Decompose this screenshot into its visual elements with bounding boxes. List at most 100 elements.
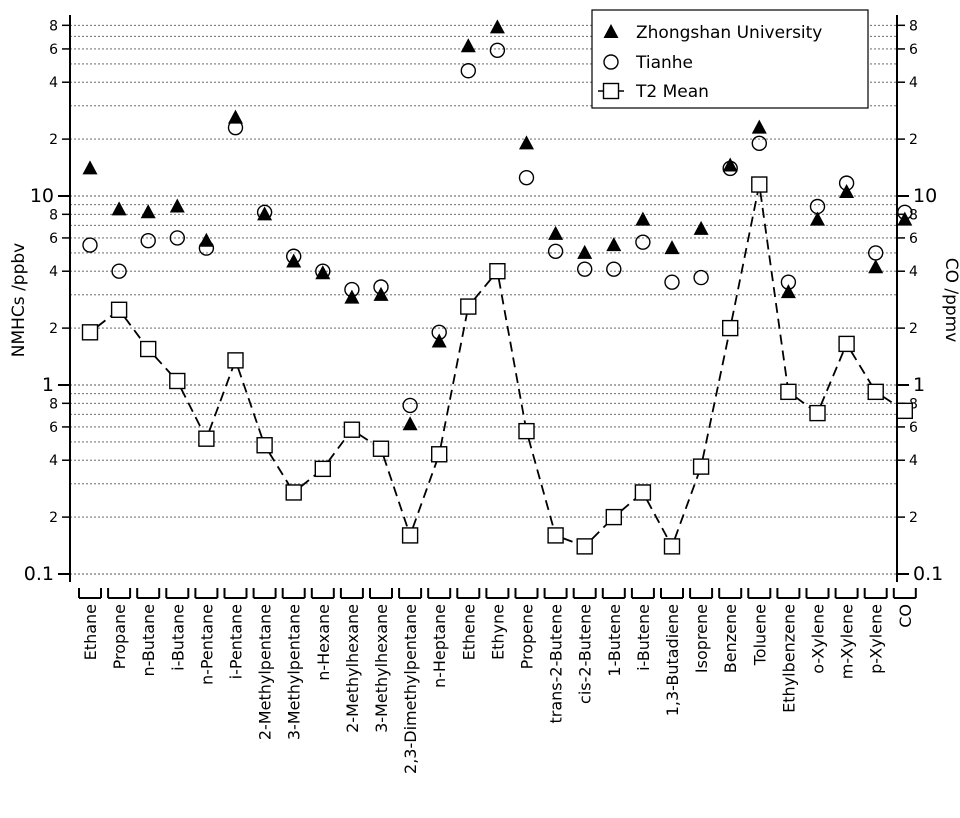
t2-mean-segment — [180, 388, 204, 432]
zhongshan-triangle-marker — [606, 237, 622, 252]
left-minor-tick-label: 4 — [49, 75, 58, 91]
t2-mean-segment — [795, 396, 811, 409]
zhongshan-triangle-marker — [257, 206, 273, 221]
legend-label: T2 Mean — [635, 82, 709, 102]
right-minor-tick-label: 4 — [909, 75, 918, 91]
t2-mean-square-marker — [547, 527, 564, 544]
right-minor-tick-label: 4 — [909, 264, 918, 280]
t2-mean-square-marker — [460, 298, 477, 315]
tianhe-circle-marker — [140, 233, 156, 249]
right-minor-tick-label: 2 — [909, 132, 918, 148]
category-label: p-Xylene — [867, 604, 886, 674]
tianhe-circle-marker — [460, 63, 476, 79]
tianhe-circle-marker — [606, 261, 622, 277]
category-label: Isoprene — [692, 604, 711, 673]
t2-mean-segment — [527, 438, 555, 529]
zhongshan-triangle-marker — [751, 119, 767, 134]
zhongshan-triangle-marker — [198, 232, 214, 247]
t2-mean-square-marker — [576, 538, 593, 555]
t2-mean-segment — [562, 537, 578, 545]
data-markers — [81, 19, 913, 555]
right-minor-tick-label: 2 — [909, 321, 918, 337]
t2-mean-segment — [497, 278, 527, 424]
axes — [69, 15, 898, 582]
zhongshan-triangle-marker — [635, 211, 651, 226]
t2-mean-square-marker — [314, 460, 331, 478]
tianhe-circle-marker — [82, 237, 98, 253]
category-label: Ethylbenzene — [779, 604, 798, 713]
legend-label: Tianhe — [635, 53, 693, 73]
left-major-tick-label: 10 — [30, 185, 54, 207]
zhongshan-triangle-marker — [519, 135, 534, 150]
t2-mean-square-marker — [169, 372, 186, 390]
y-axis-title: NMHCs /ppbv — [9, 243, 29, 357]
legend-t2-marker — [602, 82, 620, 100]
t2-mean-square-marker — [198, 430, 215, 447]
right-minor-tick-label: 8 — [909, 396, 918, 412]
t2-mean-segment — [382, 455, 409, 529]
tianhe-circle-marker — [547, 243, 564, 259]
left-minor-tick-label: 2 — [49, 510, 58, 526]
legend: Zhongshan University Tianhe T2 Mean — [591, 9, 869, 109]
legend-label: Zhongshan University — [636, 23, 822, 43]
category-label: 3-Methylhexane — [372, 604, 391, 733]
t2-mean-square-marker — [838, 335, 855, 353]
t2-mean-segment — [646, 499, 669, 540]
t2-mean-square-marker — [722, 319, 739, 337]
zhongshan-triangle-marker — [722, 157, 738, 172]
zhongshan-triangle-marker — [868, 259, 884, 274]
t2-mean-segment — [439, 313, 468, 447]
category-label: Propane — [110, 604, 129, 669]
t2-mean-segment — [620, 498, 636, 512]
right-major-tick-label: 10 — [913, 185, 937, 207]
zhongshan-triangle-marker — [228, 109, 243, 124]
category-label: n-Butane — [139, 604, 158, 677]
category-label: n-Heptane — [430, 604, 449, 688]
tianhe-circle-marker — [664, 274, 680, 290]
right-major-tick-label: 1 — [913, 374, 925, 396]
zhongshan-triangle-marker — [780, 284, 796, 299]
t2-mean-square-marker — [809, 404, 826, 422]
left-minor-tick-label: 4 — [49, 453, 58, 469]
t2-mean-square-marker — [285, 484, 302, 501]
zhongshan-triangle-marker — [169, 198, 185, 213]
tianhe-circle-marker — [169, 230, 186, 246]
t2-mean-dashed-line — [96, 191, 898, 545]
right-minor-tick-label: 6 — [909, 42, 918, 58]
t2-mean-segment — [327, 436, 348, 462]
t2-mean-segment — [411, 461, 438, 529]
right-minor-tick-label: 6 — [909, 231, 918, 247]
t2-mean-square-marker — [343, 421, 361, 438]
category-label: Benzene — [721, 604, 740, 673]
category-label: i-Pentane — [227, 604, 246, 679]
category-label: Ethyne — [488, 604, 507, 660]
category-label: 2-Methylpentane — [256, 604, 275, 740]
zhongshan-triangle-marker — [810, 211, 825, 226]
t2-mean-square-marker — [401, 527, 419, 544]
t2-mean-square-marker — [867, 383, 884, 401]
left-minor-tick-label: 2 — [49, 132, 58, 148]
tianhe-circle-marker — [518, 169, 535, 186]
category-label: 1-Butene — [605, 604, 624, 677]
t2-mean-segment — [673, 473, 700, 540]
category-label: Ethene — [459, 604, 478, 660]
t2-mean-square-marker — [692, 458, 710, 475]
zhongshan-triangle-marker — [315, 265, 331, 280]
category-label: o-Xylene — [809, 604, 828, 674]
tianhe-circle-marker — [489, 42, 506, 59]
zhongshan-triangle-marker — [897, 211, 913, 226]
t2-mean-square-marker — [372, 440, 390, 457]
t2-mean-segment — [759, 191, 789, 385]
category-label: 2,3-Dimethylpentane — [401, 604, 420, 774]
zhongshan-triangle-marker — [664, 240, 680, 255]
t2-mean-segment — [819, 351, 845, 406]
t2-mean-square-marker — [139, 340, 157, 358]
left-minor-tick-label: 2 — [49, 321, 58, 337]
left-minor-tick-label: 6 — [49, 420, 58, 436]
t2-mean-segment — [701, 335, 730, 460]
tianhe-circle-marker — [402, 397, 418, 414]
legend-tianhe-marker — [603, 54, 619, 70]
right-major-tick-label: 0.1 — [913, 563, 943, 585]
category-label: i-Butene — [634, 604, 653, 671]
right-minor-tick-label: 2 — [909, 510, 918, 526]
